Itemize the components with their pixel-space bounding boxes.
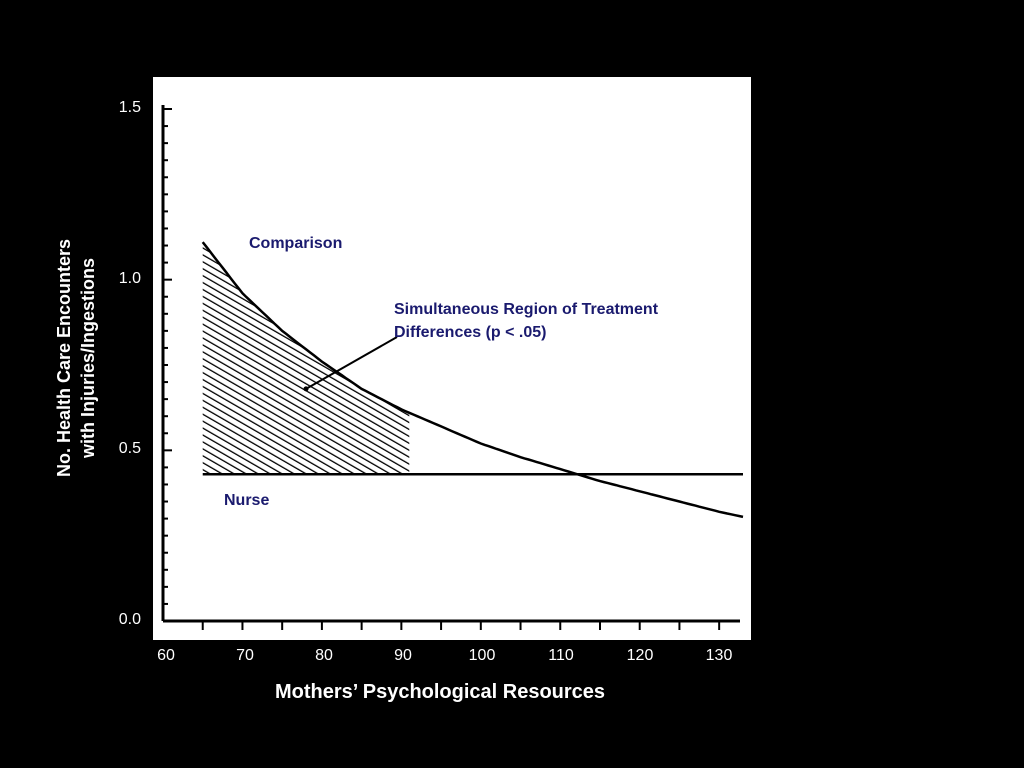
annotation-line-1: Simultaneous Region of Treatment	[394, 301, 659, 318]
x-tick-label: 60	[157, 647, 175, 664]
series-line-comparison	[201, 241, 744, 519]
shaded-region-group	[202, 242, 410, 475]
series-label-nurse: Nurse	[224, 492, 270, 509]
y-tick-label: 1.5	[118, 99, 141, 116]
x-tick-label: 80	[315, 647, 333, 664]
shaded-region	[202, 242, 410, 475]
x-tick-label: 100	[468, 647, 496, 664]
y-tick-label: 0.5	[118, 440, 141, 458]
x-axis-title: Mothers’ Psychological Resources	[274, 681, 606, 703]
x-tick-label: 70	[236, 647, 254, 664]
x-tick-label: 90	[394, 647, 412, 664]
series-group	[201, 241, 744, 519]
x-tick-label: 120	[626, 647, 654, 664]
x-tick-label: 130	[705, 647, 733, 664]
annotation-leader-line	[305, 336, 398, 390]
x-tick-label: 110	[548, 647, 574, 664]
y-tick-label: 0.0	[118, 611, 141, 628]
axes-group	[161, 105, 740, 630]
y-axis-title-line-1: No. Health Care Encounters	[54, 238, 74, 478]
annotation-text: Simultaneous Region of Treatment Differe…	[394, 298, 658, 344]
annotation-pointer	[303, 386, 309, 392]
y-axis-title: No. Health Care Encounters with Injuries…	[52, 148, 100, 568]
series-label-comparison: Comparison	[249, 235, 343, 252]
y-tick-label: 1.0	[118, 269, 141, 287]
annotation-group	[303, 336, 398, 392]
y-axis-title-line-2: with Injuries/Ingestions	[78, 257, 98, 459]
annotation-line-2: Differences (p < .05)	[394, 324, 547, 341]
